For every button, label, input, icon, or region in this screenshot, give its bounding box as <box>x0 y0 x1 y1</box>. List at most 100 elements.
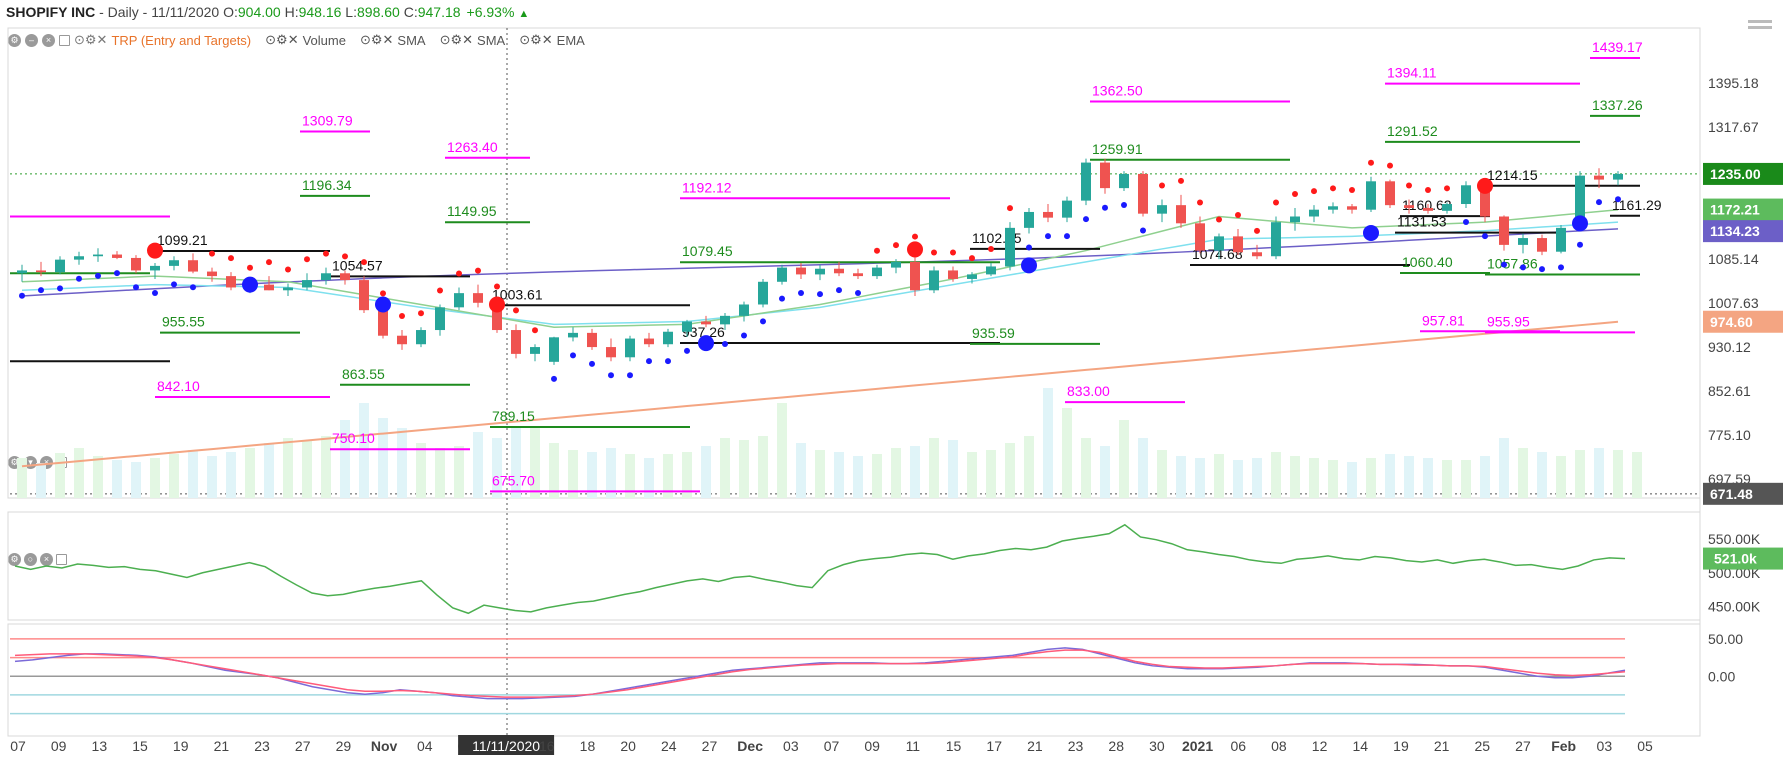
y-tick-label: 930.12 <box>1708 339 1751 355</box>
trp-level-label: 1079.45 <box>682 243 733 259</box>
study-sma1-label[interactable]: SMA <box>397 32 426 48</box>
trp-level-label: 1054.57 <box>332 257 383 273</box>
candle-body <box>720 315 730 325</box>
volume-controls-icon[interactable]: ⊙⚙✕ <box>265 32 299 47</box>
sma1-controls-icon[interactable]: ⊙⚙✕ <box>359 32 394 47</box>
study-trp-label[interactable]: TRP (Entry and Targets) <box>111 32 252 48</box>
volume-bar <box>473 432 483 498</box>
trp-level-label: 1003.61 <box>492 286 543 302</box>
volume-bar <box>1100 446 1110 498</box>
trail-dot <box>1539 266 1545 273</box>
trail-dot <box>95 272 101 279</box>
stop-dot <box>1273 199 1279 206</box>
volume-current-label: 521.0k <box>1714 551 1757 567</box>
study-ema-label[interactable]: EMA <box>556 32 585 48</box>
volume-bar <box>1290 456 1300 498</box>
oscillator-series-line <box>14 649 1626 698</box>
signal-dot-red <box>489 296 505 313</box>
price-tag-label: 1235.00 <box>1710 166 1761 182</box>
candle-body <box>55 259 65 273</box>
stop-dot <box>361 259 367 266</box>
candle-body <box>473 293 483 303</box>
panel3-collapse-icon[interactable]: ○ <box>24 553 37 566</box>
volume-bar <box>1176 456 1186 498</box>
trp-level-label: 1439.17 <box>1592 39 1643 55</box>
candle-body <box>910 261 920 291</box>
stop-dot <box>323 250 329 257</box>
trail-dot <box>589 360 595 367</box>
panel3-close-icon[interactable]: × <box>40 553 53 566</box>
x-tick-label: 25 <box>1475 738 1491 754</box>
volume-bar <box>1195 458 1205 498</box>
y-tick-label: 1317.67 <box>1708 119 1759 135</box>
trp-level-label: 833.00 <box>1067 383 1110 399</box>
x-tick-label: 27 <box>295 738 311 754</box>
trp-level-label: 750.10 <box>332 430 375 446</box>
signal-dot-red <box>907 241 923 258</box>
trail-dot <box>171 281 177 288</box>
x-tick-label: Nov <box>371 738 398 754</box>
panel3-settings-icon[interactable]: ⚙ <box>8 553 21 566</box>
sma-green-line <box>21 208 1619 328</box>
panel-icon[interactable] <box>59 34 70 46</box>
minus-icon[interactable]: – <box>25 33 38 47</box>
volume-bar <box>967 452 977 498</box>
trp-level-label: 937.26 <box>682 324 725 340</box>
stop-dot <box>1444 185 1450 192</box>
stop-dot <box>304 256 310 263</box>
menu-icon[interactable] <box>1748 20 1772 34</box>
panel3-window-icon[interactable] <box>56 554 67 565</box>
stop-dot <box>247 264 253 271</box>
volume-bar <box>93 456 103 498</box>
candle-body <box>1119 173 1129 189</box>
volume-bar <box>1385 454 1395 498</box>
volume-bar <box>663 454 673 498</box>
volume-bar <box>1309 458 1319 498</box>
trail-dot <box>1520 264 1526 271</box>
trail-dot <box>1463 218 1469 225</box>
volume-bar <box>1252 458 1262 498</box>
settings-icon[interactable]: ⚙ <box>8 33 21 47</box>
trail-dot <box>722 341 728 348</box>
stop-dot <box>475 267 481 274</box>
sma2-controls-icon[interactable]: ⊙⚙✕ <box>439 32 474 47</box>
trail-dot <box>38 287 44 294</box>
trp-level-label: 1394.11 <box>1387 65 1437 81</box>
candle-body <box>207 271 217 277</box>
trail-dot <box>57 285 63 292</box>
x-tick-label: 21 <box>1027 738 1043 754</box>
trp-level-label: 1362.50 <box>1092 83 1143 99</box>
volume-bar <box>1119 420 1129 498</box>
study-volume-label[interactable]: Volume <box>302 32 346 48</box>
study-sma2-label[interactable]: SMA <box>477 32 506 48</box>
candle-body <box>1157 205 1167 214</box>
candle-body <box>663 331 673 345</box>
signal-dot-blue <box>242 276 258 293</box>
volume-bar <box>1024 436 1034 498</box>
candle-body <box>302 280 312 288</box>
x-tick-label: 30 <box>1149 738 1165 754</box>
trp-level-label: 1060.40 <box>1402 254 1453 270</box>
trp-level-label: 1149.95 <box>447 203 497 219</box>
stop-dot <box>1387 162 1393 169</box>
trail-dot <box>551 375 557 382</box>
x-tick-label: 05 <box>1637 738 1653 754</box>
trp-controls-icon[interactable]: ⊙⚙✕ <box>74 32 108 47</box>
trail-dot <box>570 352 576 359</box>
high-value: 948.16 <box>298 4 342 20</box>
candle-body <box>1252 252 1262 257</box>
x-tick-label: 12 <box>1312 738 1328 754</box>
candle-body <box>1461 185 1471 205</box>
trail-dot <box>1083 216 1089 223</box>
close-icon[interactable]: × <box>42 33 55 47</box>
volume-bar <box>511 428 521 498</box>
stop-dot <box>285 266 291 273</box>
trail-dot <box>114 270 120 277</box>
trail-dot <box>1140 227 1146 234</box>
ema-controls-icon[interactable]: ⊙⚙✕ <box>519 32 553 47</box>
trail-dot <box>19 292 25 299</box>
candle-body <box>530 347 540 354</box>
trail-dot <box>1121 201 1127 208</box>
stop-dot <box>1406 182 1412 189</box>
